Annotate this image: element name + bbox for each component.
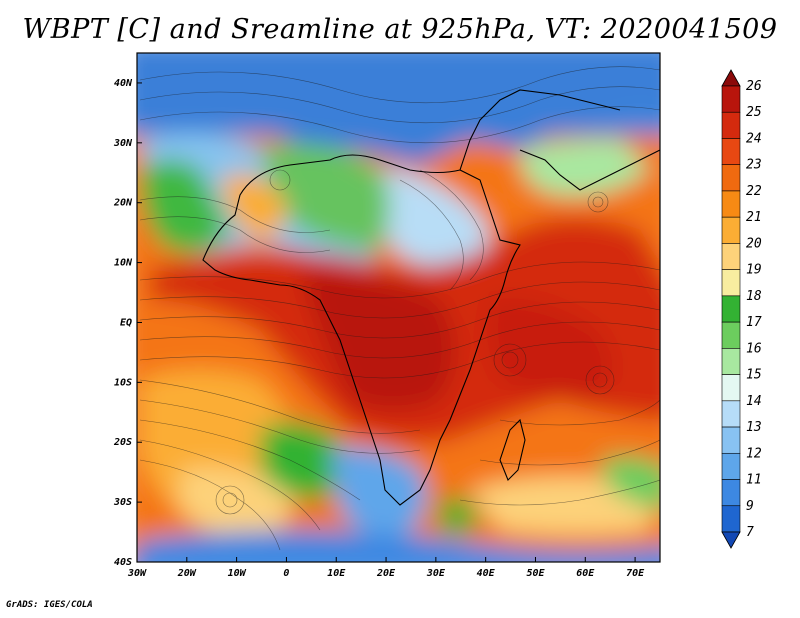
colorbar-swatch bbox=[721, 374, 741, 402]
lon-tick-label: 30E bbox=[426, 568, 446, 579]
wbpt-shading bbox=[137, 53, 660, 562]
colorbar-swatch bbox=[721, 111, 741, 139]
lon-tick-label: 60E bbox=[576, 568, 595, 579]
lat-tick-label: 20N bbox=[113, 198, 133, 209]
colorbar-label: 19 bbox=[746, 263, 762, 278]
colorbar-label: 11 bbox=[746, 473, 762, 488]
lon-tick-label: 70E bbox=[626, 568, 645, 579]
colorbar-swatch bbox=[721, 164, 741, 192]
colorbar-swatch bbox=[721, 348, 741, 375]
colorbar-label: 16 bbox=[746, 341, 762, 356]
lat-tick-label: 20S bbox=[113, 437, 132, 448]
lon-tick-label: 20W bbox=[177, 568, 197, 579]
lon-tick-label: 40E bbox=[477, 568, 496, 579]
colorbar-swatch bbox=[721, 452, 741, 480]
colorbar-label: 24 bbox=[746, 131, 762, 146]
map-frame bbox=[136, 52, 661, 563]
colorbar-swatch bbox=[721, 138, 741, 166]
colorbar-swatch bbox=[721, 400, 741, 428]
colorbar: 26 25 24 23 22 21 20 19 18 17 16 15 14 13 12 11 9 7 bbox=[721, 69, 762, 549]
lon-tick-label: 10E bbox=[327, 568, 346, 579]
colorbar-swatch bbox=[721, 216, 741, 244]
map-area bbox=[137, 53, 660, 562]
colorbar-label: 20 bbox=[746, 236, 762, 251]
colorbar-swatch bbox=[721, 243, 741, 270]
colorbar-label: 17 bbox=[746, 315, 762, 330]
colorbar-swatch bbox=[721, 426, 741, 454]
lat-tick-label: 10S bbox=[114, 377, 132, 388]
colorbar-swatch bbox=[721, 321, 741, 349]
colorbar-label: 22 bbox=[746, 184, 762, 199]
lon-tick-label: 20E bbox=[376, 568, 396, 579]
colorbar-label: 18 bbox=[746, 289, 762, 304]
lat-tick-label: EQ bbox=[120, 317, 132, 328]
lat-tick-label: 30N bbox=[113, 138, 133, 149]
lon-tick-label: 30W bbox=[127, 568, 147, 579]
grads-credit: GrADS: IGES/COLA bbox=[6, 600, 93, 610]
colorbar-label: 12 bbox=[746, 446, 762, 461]
colorbar-label: 25 bbox=[746, 105, 762, 120]
lat-tick-label: 10N bbox=[114, 258, 133, 269]
colorbar-swatch bbox=[721, 85, 741, 113]
lat-tick-label: 30S bbox=[113, 497, 132, 508]
colorbar-label: 26 bbox=[746, 79, 762, 94]
lat-tick-label: 40S bbox=[114, 557, 132, 568]
colorbar-top-cap bbox=[721, 69, 741, 87]
lon-tick-label: 10W bbox=[228, 568, 247, 579]
colorbar-swatch bbox=[721, 479, 741, 507]
colorbar-label: 23 bbox=[746, 158, 762, 173]
colorbar-label: 13 bbox=[746, 420, 762, 435]
lon-tick-label: 0 bbox=[283, 568, 289, 579]
colorbar-bottom-cap bbox=[721, 531, 741, 549]
colorbar-label: 21 bbox=[746, 210, 762, 225]
lat-tick-label: 40N bbox=[114, 78, 133, 89]
colorbar-label: 9 bbox=[746, 499, 754, 514]
chart-title: WBPT [C] and Sreamline at 925hPa, VT: 20… bbox=[22, 14, 778, 45]
colorbar-label: 7 bbox=[746, 525, 754, 540]
streamlines bbox=[139, 66, 660, 551]
colorbar-swatch bbox=[721, 190, 741, 218]
colorbar-label: 15 bbox=[746, 368, 762, 383]
lon-tick-label: 50E bbox=[526, 568, 545, 579]
colorbar-label: 14 bbox=[746, 394, 762, 409]
coastlines bbox=[202, 89, 660, 506]
colorbar-swatch bbox=[721, 505, 741, 533]
colorbar-swatch bbox=[721, 269, 741, 297]
colorbar-swatch bbox=[721, 295, 741, 323]
